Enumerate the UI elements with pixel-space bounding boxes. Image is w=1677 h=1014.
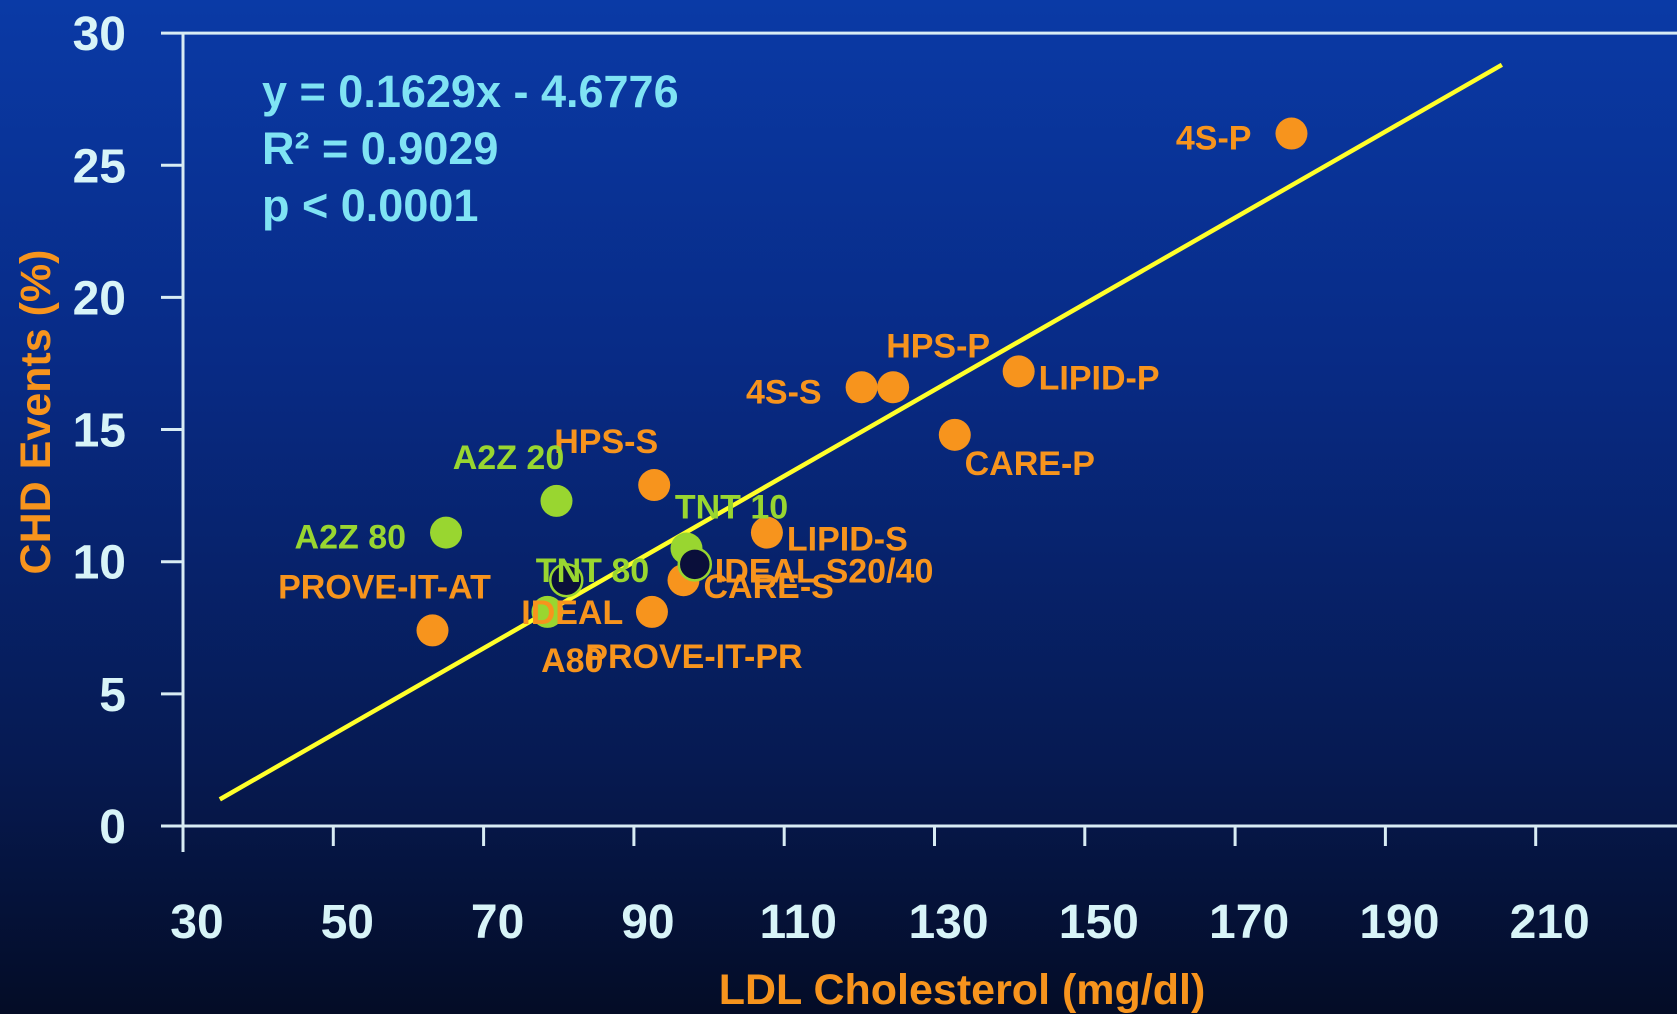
data-point <box>677 547 713 582</box>
data-point <box>1275 117 1308 150</box>
y-tick-label: 30 <box>73 8 126 61</box>
point-label: TNT 80 <box>536 552 649 590</box>
x-tick-label: 170 <box>1209 896 1289 949</box>
point-label: LIPID-P <box>1039 359 1160 397</box>
point-label: IDEAL S20/40 <box>715 552 934 590</box>
point-label: CARE-P <box>965 445 1095 483</box>
point-label: A2Z 20 <box>453 439 565 477</box>
data-point <box>750 516 783 549</box>
data-point <box>1002 355 1035 388</box>
point-label: IDEAL <box>521 594 623 632</box>
point-label: LIPID-S <box>787 521 908 559</box>
x-tick-label: 130 <box>908 896 988 949</box>
equation-annotation: R² = 0.9029 <box>262 123 498 174</box>
point-label: A2Z 80 <box>295 519 407 557</box>
equation-annotation: p < 0.0001 <box>262 180 478 231</box>
data-point <box>877 371 910 404</box>
data-point <box>938 418 971 451</box>
x-tick-label: 110 <box>759 896 836 949</box>
point-label: A80 <box>541 642 603 680</box>
data-point <box>430 516 463 549</box>
axes: 0 5 10 15 20 25 30 30 50 70 90 110 130 150 170 190 210 <box>73 8 1677 949</box>
y-tick-label: 10 <box>73 537 126 590</box>
point-label: HPS-P <box>886 327 990 365</box>
x-tick-label: 190 <box>1359 896 1439 949</box>
annotations: y = 0.1629x - 4.6776 R² = 0.9029 p < 0.000… <box>262 66 679 231</box>
y-tick-label: 15 <box>73 405 126 458</box>
data-point <box>540 484 573 517</box>
y-tick-label: 5 <box>99 669 126 722</box>
y-axis-title: CHD Events (%) <box>12 250 60 575</box>
x-tick-label: 50 <box>321 896 374 949</box>
data-point <box>845 371 878 404</box>
point-labels: 4S-P HPS-P 4S-S LIPID-P CARE-P HPS-S LIPID-S CA… <box>278 120 1251 681</box>
point-label: 4S-P <box>1176 120 1252 158</box>
x-tick-label: 210 <box>1510 896 1590 949</box>
data-point <box>638 469 671 502</box>
point-label: HPS-S <box>554 423 658 461</box>
y-tick-label: 20 <box>73 272 126 325</box>
point-label: TNT 10 <box>675 488 788 526</box>
regression-line <box>218 62 1504 802</box>
data-point <box>635 595 668 628</box>
y-tick-label: 0 <box>99 801 126 854</box>
point-label: PROVE-IT-AT <box>278 568 491 606</box>
x-tick-label: 30 <box>170 896 223 949</box>
data-point <box>549 562 584 598</box>
y-tick-label: 25 <box>73 140 126 193</box>
x-tick-label: 70 <box>471 896 524 949</box>
regression-line-group <box>218 62 1504 802</box>
x-axis-title: LDL Cholesterol (mg/dl) <box>719 966 1206 1014</box>
point-label: PROVE-IT-PR <box>585 638 802 676</box>
data-point <box>416 614 449 647</box>
point-label: CARE-S <box>703 568 833 606</box>
point-label: 4S-S <box>746 373 822 411</box>
x-tick-label: 150 <box>1059 896 1139 949</box>
data-points <box>416 117 1308 647</box>
x-tick-label: 90 <box>621 896 674 949</box>
equation-annotation: y = 0.1629x - 4.6776 <box>262 66 679 117</box>
data-point <box>531 595 564 628</box>
